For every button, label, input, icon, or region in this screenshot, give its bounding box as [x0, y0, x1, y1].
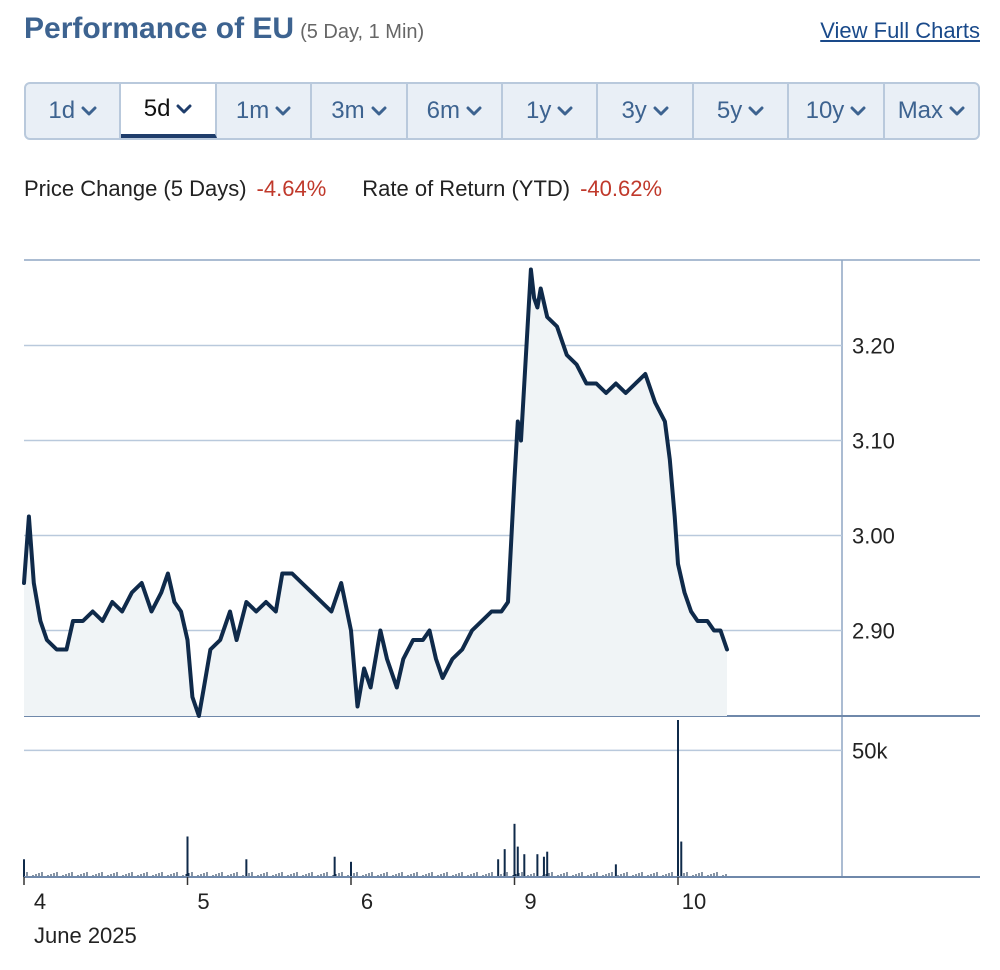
chevron-down-icon	[371, 106, 387, 116]
price-tick-label: 3.20	[852, 334, 895, 359]
x-tick-label: 10	[682, 889, 706, 914]
x-tick-label: 6	[361, 889, 373, 914]
tab-label: 3m	[331, 97, 365, 124]
page-title: Performance of EU (5 Day, 1 Min)	[24, 12, 424, 46]
x-tick-label: 4	[34, 889, 46, 914]
tab-5y[interactable]: 5y	[694, 84, 790, 138]
view-full-charts-link[interactable]: View Full Charts	[820, 18, 980, 43]
price-change-value: -4.64%	[256, 176, 327, 201]
tab-label: 1d	[48, 97, 76, 124]
price-tick-label: 3.10	[852, 429, 895, 454]
range-tabs: 1d 5d 1m 3m 6m 1y 3y 5y 10y Max	[24, 82, 980, 140]
chevron-down-icon	[81, 106, 97, 116]
volume-tick-label: 50k	[852, 738, 888, 763]
chevron-down-icon	[748, 106, 764, 116]
tab-10y[interactable]: 10y	[789, 84, 885, 138]
x-axis-label: June 2025	[34, 923, 137, 948]
chevron-down-icon	[850, 106, 866, 116]
rate-of-return-value: -40.62%	[580, 176, 663, 201]
x-tick-label: 9	[524, 889, 536, 914]
price-tick-label: 2.90	[852, 619, 895, 644]
chevron-down-icon	[176, 104, 192, 114]
page-title-text: Performance of EU	[24, 12, 295, 45]
tab-3y[interactable]: 3y	[598, 84, 694, 138]
chevron-down-icon	[557, 106, 573, 116]
rate-of-return-label: Rate of Return (YTD)	[362, 176, 571, 201]
price-volume-chart: 2.90 3.00 3.10 3.20 50k 4 5 6 9 10 June 2025	[22, 259, 980, 948]
header: Performance of EU (5 Day, 1 Min) View Ful…	[24, 12, 980, 52]
tab-label: 3y	[621, 97, 647, 124]
price-area	[24, 269, 727, 716]
chevron-down-icon	[653, 106, 669, 116]
tab-3m[interactable]: 3m	[312, 84, 408, 138]
chevron-down-icon	[275, 106, 291, 116]
tab-5d[interactable]: 5d	[121, 84, 217, 138]
chevron-down-icon	[949, 106, 965, 116]
chevron-down-icon	[466, 106, 482, 116]
tab-label: 5y	[716, 97, 743, 124]
price-tick-label: 3.00	[852, 524, 895, 549]
tab-1d[interactable]: 1d	[26, 84, 122, 138]
tab-label: Max	[897, 97, 944, 124]
x-tick-label: 5	[197, 889, 209, 914]
tab-6m[interactable]: 6m	[408, 84, 504, 138]
price-change-label: Price Change (5 Days)	[24, 176, 247, 201]
tab-1y[interactable]: 1y	[503, 84, 599, 138]
tab-1m[interactable]: 1m	[217, 84, 313, 138]
tab-label: 10y	[805, 97, 845, 124]
tab-label: 1m	[235, 97, 270, 124]
stats-row: Price Change (5 Days) -4.64% Rate of Retur…	[24, 176, 662, 206]
tab-label: 6m	[426, 97, 460, 124]
tab-label: 5d	[143, 95, 171, 122]
tab-max[interactable]: Max	[885, 84, 978, 138]
page-subtitle: (5 Day, 1 Min)	[300, 21, 425, 43]
tab-label: 1y	[526, 97, 552, 124]
price-line	[22, 267, 729, 718]
